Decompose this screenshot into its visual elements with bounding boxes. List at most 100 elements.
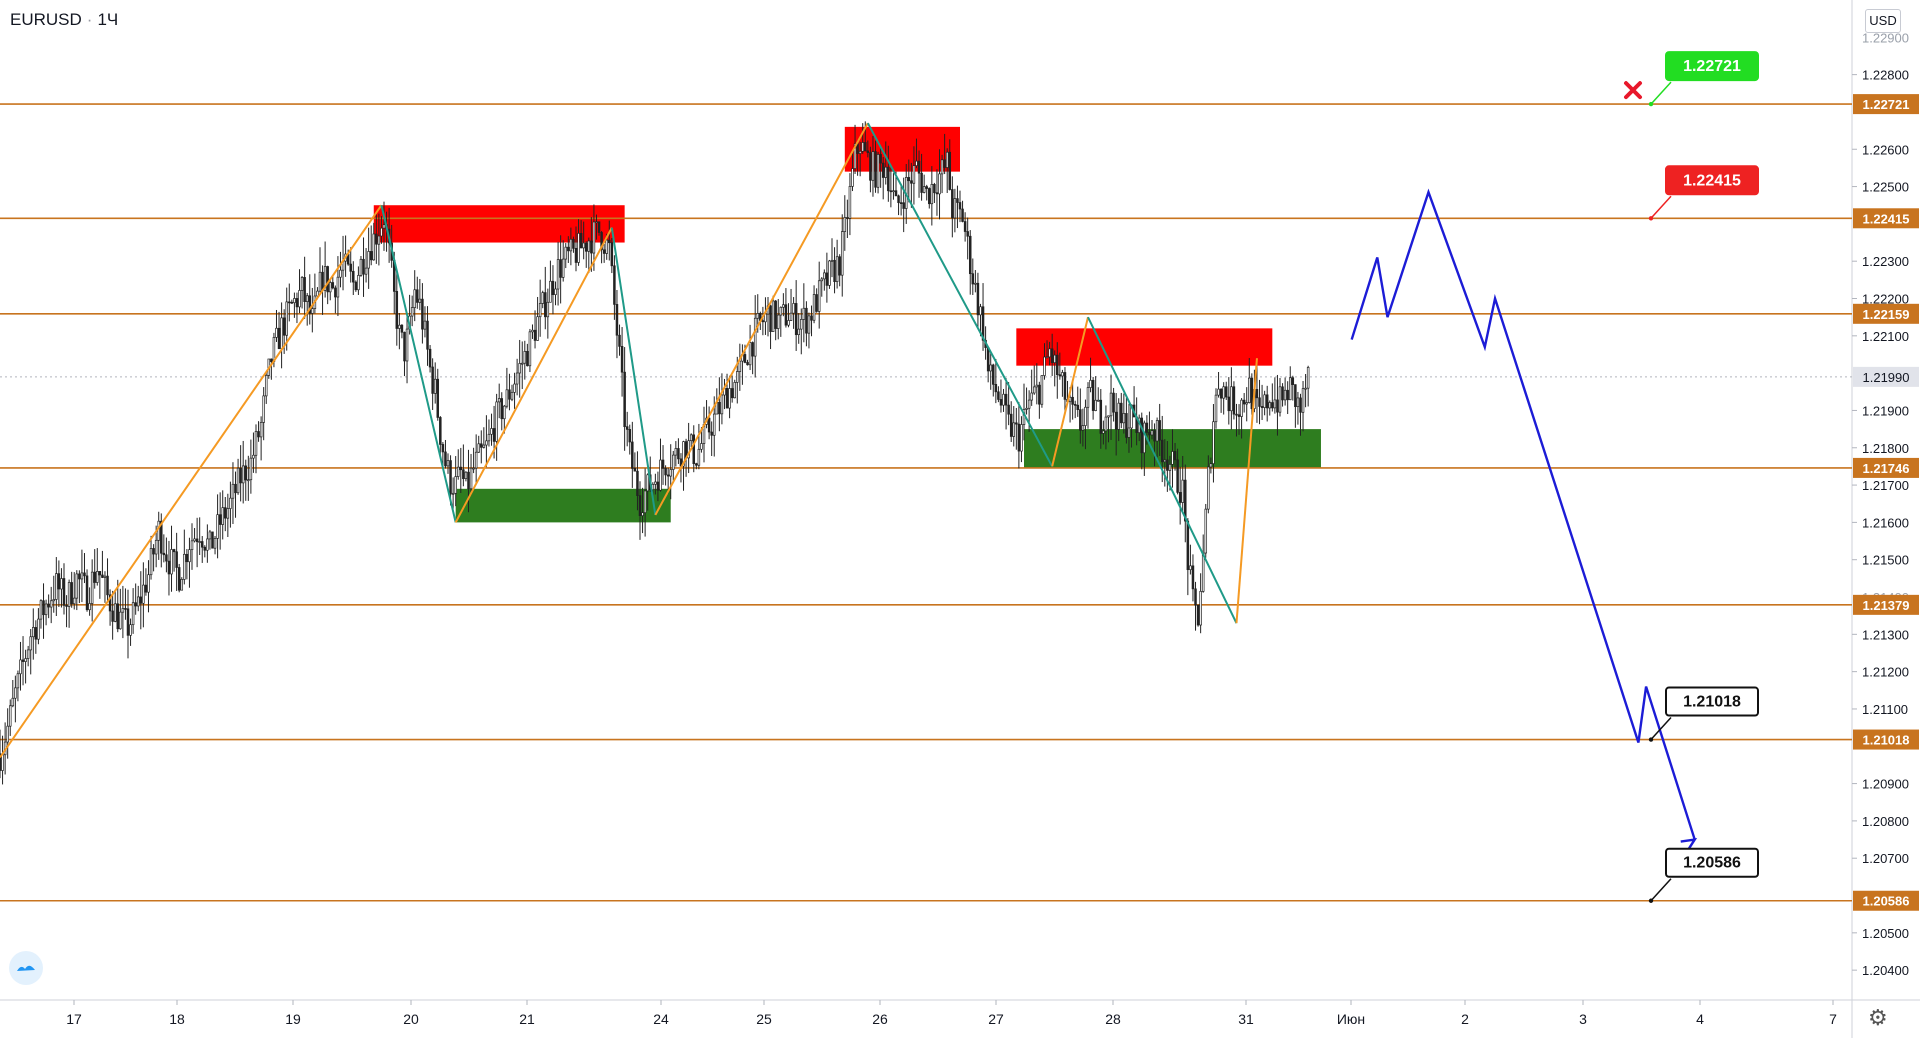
candle-body [917, 160, 921, 174]
x-tick-label: 17 [66, 1011, 82, 1027]
symbol-title[interactable]: EURUSD · 1Ч [10, 10, 118, 30]
candle-body [16, 673, 20, 689]
candle-body [720, 394, 724, 415]
candle-body [423, 320, 427, 330]
candle-body [446, 460, 450, 467]
candle-body [213, 538, 217, 549]
candle-body [336, 276, 340, 298]
target-label-box[interactable] [1665, 686, 1759, 717]
candle-body [1204, 508, 1208, 554]
candle-body [354, 281, 358, 291]
candle-body [846, 217, 849, 219]
candle-body [441, 444, 445, 453]
up-wave-line[interactable] [1235, 358, 1258, 624]
target-pointer [1650, 81, 1672, 105]
x-tick-label: 20 [403, 1011, 419, 1027]
candle-body [1288, 377, 1292, 401]
candle-body [1301, 388, 1305, 413]
candle-body [925, 186, 928, 189]
currency-badge[interactable]: USD [1865, 9, 1901, 33]
candle-body [513, 383, 516, 393]
candle-body [864, 142, 867, 152]
level-price-badge[interactable] [1853, 890, 1919, 911]
level-price-badge[interactable] [1853, 729, 1919, 750]
down-wave-line[interactable] [380, 204, 457, 523]
candle-body [669, 469, 672, 477]
candle-body [26, 649, 30, 659]
candle-body [602, 249, 606, 254]
candle-body [1061, 372, 1064, 377]
level-price-badge[interactable] [1853, 208, 1919, 229]
candle-body [654, 481, 657, 485]
candle-body [682, 441, 685, 467]
x-tick-label: 31 [1238, 1011, 1254, 1027]
candle-body [997, 391, 1000, 400]
candle-body [377, 235, 381, 245]
y-tick-label: 1.20500 [1862, 926, 1909, 941]
candle-body [410, 307, 414, 317]
up-wave-line[interactable] [0, 204, 383, 759]
candle-body [940, 159, 944, 175]
candle-body [1163, 459, 1167, 463]
target-label-box[interactable] [1665, 51, 1759, 82]
forecast-path[interactable] [1350, 188, 1696, 840]
candle-body [712, 413, 716, 436]
level-price-label: 1.22159 [1863, 307, 1910, 322]
candle-body [835, 256, 839, 282]
candle-body [183, 553, 186, 580]
current-price-badge[interactable] [1853, 366, 1919, 387]
tradingview-logo-icon[interactable] [9, 951, 43, 985]
level-price-badge[interactable] [1853, 457, 1919, 478]
candle-body [193, 538, 196, 542]
up-wave-line[interactable] [1051, 316, 1089, 467]
candle-body [349, 263, 352, 272]
down-wave-line[interactable] [866, 122, 1054, 467]
down-wave-line[interactable] [1087, 316, 1238, 624]
candle-body [641, 512, 644, 517]
candle-body [687, 440, 690, 459]
candle-body [1191, 565, 1195, 590]
candle-body [1219, 388, 1223, 399]
candle-body [858, 150, 862, 154]
candle-body [1299, 397, 1302, 413]
level-price-badge[interactable] [1853, 303, 1919, 324]
up-wave-line[interactable] [654, 122, 869, 516]
candle-body [1263, 394, 1266, 408]
candle-body [782, 304, 785, 308]
x-tick-label: 21 [519, 1011, 535, 1027]
candle-body [131, 602, 135, 626]
gear-icon[interactable]: ⚙ [1868, 1005, 1888, 1030]
candle-body [874, 151, 877, 188]
candle-body [887, 166, 890, 192]
candle-body [139, 596, 143, 604]
candle-body [994, 384, 998, 393]
candle-body [195, 538, 199, 543]
candle-body [72, 597, 76, 605]
candle-body [241, 465, 245, 484]
candle-body [884, 166, 888, 178]
candle-body [1043, 356, 1046, 376]
level-price-badge[interactable] [1853, 94, 1919, 115]
candle-body [364, 267, 368, 275]
level-price-badge[interactable] [1853, 594, 1919, 615]
candle-body [546, 301, 550, 318]
candle-body [116, 603, 120, 630]
candle-body [1194, 588, 1197, 606]
candle-body [154, 539, 158, 555]
candle-body [119, 611, 122, 630]
candle-body [67, 582, 71, 607]
target-label-box[interactable] [1665, 165, 1759, 196]
candle-body [47, 603, 50, 608]
candle-body [989, 364, 992, 372]
candle-body [628, 429, 632, 443]
down-wave-line[interactable] [610, 227, 657, 516]
candle-body [428, 348, 432, 368]
target-label-box[interactable] [1665, 847, 1759, 878]
up-wave-line[interactable] [454, 227, 613, 523]
candle-body [1171, 451, 1174, 465]
candle-body [426, 320, 429, 350]
candle-body [42, 600, 45, 616]
candle-body [500, 398, 504, 420]
